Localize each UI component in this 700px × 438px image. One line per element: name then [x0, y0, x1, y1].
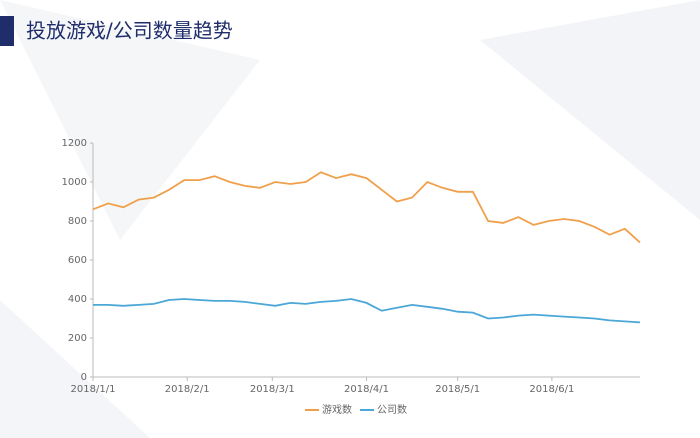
title-bar	[0, 16, 14, 46]
x-tick-label: 2018/3/1	[250, 384, 295, 395]
y-tick-label: 1000	[62, 177, 87, 188]
x-tick-label: 2018/6/1	[529, 384, 574, 395]
y-tick-label: 600	[68, 255, 87, 266]
legend-label: 游戏数	[322, 403, 352, 416]
x-tick-label: 2018/2/1	[165, 384, 210, 395]
background-shape	[0, 0, 260, 240]
background-shape	[480, 0, 700, 220]
series-line	[93, 298, 641, 324]
x-tick-label: 2018/4/1	[344, 384, 389, 395]
y-tick-label: 800	[68, 216, 87, 227]
legend-label: 公司数	[377, 403, 407, 416]
slide-title: 投放游戏/公司数量趋势	[26, 19, 233, 43]
x-tick-label: 2018/1/1	[71, 384, 116, 395]
y-tick-label: 1200	[62, 138, 87, 149]
x-tick-label: 2018/5/1	[435, 384, 480, 395]
background-shape	[0, 300, 150, 438]
y-tick-label: 0	[81, 372, 87, 383]
y-tick-label: 400	[68, 294, 87, 305]
y-tick-label: 200	[68, 333, 87, 344]
series-line	[92, 171, 641, 244]
